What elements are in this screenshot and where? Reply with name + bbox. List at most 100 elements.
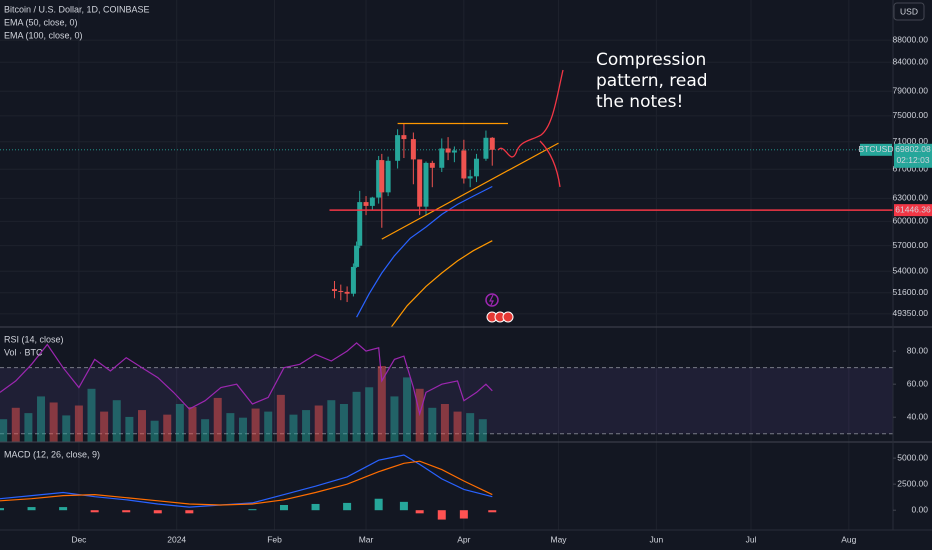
macd-histogram bbox=[153, 510, 162, 514]
y-tick-label: 71000.00 bbox=[893, 136, 929, 146]
x-tick-label: Apr bbox=[457, 534, 470, 544]
ema-legend: EMA (100, close, 0) bbox=[4, 30, 83, 40]
volume-bar bbox=[377, 366, 386, 442]
candle-body bbox=[395, 135, 401, 161]
macd-histogram bbox=[185, 510, 194, 514]
candle-body bbox=[385, 160, 391, 193]
volume-bar bbox=[213, 397, 222, 442]
volume-bar bbox=[251, 408, 260, 442]
currency: USD bbox=[900, 6, 918, 16]
volume-bar bbox=[276, 394, 285, 442]
candle-body bbox=[338, 290, 344, 292]
candle-body bbox=[401, 135, 407, 140]
y-tick-label: 60.00 bbox=[907, 378, 929, 388]
macd-histogram bbox=[437, 510, 446, 520]
y-tick-label: 75000.00 bbox=[893, 110, 929, 120]
macd-histogram bbox=[248, 509, 257, 511]
volume-bar bbox=[289, 414, 298, 442]
freehand-sketch bbox=[539, 140, 561, 188]
volume-bar bbox=[112, 400, 121, 442]
candle-body bbox=[451, 150, 457, 153]
event-icon[interactable] bbox=[485, 293, 499, 307]
volume-bar bbox=[137, 410, 146, 442]
macd-histogram bbox=[488, 510, 497, 513]
volume-bar bbox=[11, 407, 20, 442]
volume-bar bbox=[327, 400, 336, 442]
volume-bar bbox=[62, 415, 71, 442]
rsi-legend: RSI (14, close) bbox=[4, 334, 64, 344]
y-tick-label: 57000.00 bbox=[893, 240, 929, 250]
volume-bar bbox=[238, 417, 247, 442]
x-tick-label: Jul bbox=[746, 534, 757, 544]
candle-body bbox=[363, 202, 369, 206]
volume-bar bbox=[74, 405, 83, 442]
volume-bar bbox=[0, 419, 8, 442]
macd-histogram bbox=[343, 502, 352, 511]
y-tick-label: 54000.00 bbox=[893, 266, 929, 276]
macd-histogram bbox=[459, 510, 468, 519]
x-tick-label: May bbox=[550, 534, 567, 544]
candle-body bbox=[357, 202, 363, 246]
volume-bar bbox=[125, 416, 134, 442]
y-tick-label: 2500.00 bbox=[897, 478, 928, 488]
currency-button[interactable] bbox=[893, 2, 925, 21]
volume-bar bbox=[49, 402, 58, 442]
x-tick-label: Aug bbox=[841, 534, 856, 544]
candle-body bbox=[344, 291, 350, 294]
symbol-legend: Bitcoin / U.S. Dollar, 1D, COINBASE bbox=[4, 4, 150, 14]
volume-bar bbox=[87, 388, 96, 442]
candle-body bbox=[369, 197, 375, 206]
trend-line bbox=[381, 142, 559, 240]
macd-histogram bbox=[0, 508, 4, 511]
volume-bar bbox=[100, 411, 109, 442]
x-tick-label: Jun bbox=[649, 534, 663, 544]
volume-bar bbox=[440, 404, 449, 442]
candle-body bbox=[489, 137, 495, 150]
y-tick-label: 60000.00 bbox=[893, 216, 929, 226]
ema-line bbox=[356, 185, 493, 318]
x-tick-label: 2024 bbox=[167, 534, 186, 544]
candle-body bbox=[461, 150, 467, 179]
marks bbox=[0, 122, 893, 520]
macd-histogram bbox=[311, 503, 320, 511]
candle-body bbox=[445, 148, 451, 153]
volume-bar bbox=[188, 407, 197, 442]
x-tick-label: Mar bbox=[359, 534, 374, 544]
y-tick-label: 67000.00 bbox=[893, 163, 929, 173]
candle-body bbox=[379, 160, 385, 193]
candle-body bbox=[376, 160, 382, 198]
candle-body bbox=[473, 158, 479, 177]
y-tick-label: 40.00 bbox=[907, 411, 929, 421]
candle-body bbox=[350, 266, 356, 294]
x-tick-label: Feb bbox=[267, 534, 282, 544]
macd-line bbox=[0, 460, 493, 506]
macd-histogram bbox=[90, 510, 99, 513]
countdown: 02:12:03 bbox=[896, 155, 929, 165]
y-tick-label: 51600.00 bbox=[893, 287, 929, 297]
volume-bar bbox=[339, 404, 348, 442]
event-icon bbox=[489, 294, 494, 306]
y-tick-label: 63000.00 bbox=[893, 193, 929, 203]
level-tag bbox=[894, 204, 932, 217]
volume-bar bbox=[466, 413, 475, 442]
annotation: pattern, read bbox=[596, 71, 708, 91]
macd-histogram bbox=[122, 510, 131, 513]
volume-bar bbox=[24, 413, 33, 442]
macd-histogram bbox=[399, 501, 408, 511]
volume-legend: Vol · BTC bbox=[4, 347, 43, 357]
volume-bar bbox=[428, 407, 437, 442]
volume-bar bbox=[365, 387, 374, 442]
macd-histogram bbox=[27, 507, 36, 511]
volume-bar bbox=[264, 411, 273, 442]
flag-icon[interactable] bbox=[502, 311, 514, 323]
volume-bar bbox=[37, 396, 46, 442]
candle-body bbox=[410, 139, 416, 160]
volume-bar bbox=[175, 404, 184, 442]
macd-histogram bbox=[59, 507, 68, 511]
volume-bar bbox=[352, 391, 361, 442]
y-tick-label: 88000.00 bbox=[893, 34, 929, 44]
macd-legend: MACD (12, 26, close, 9) bbox=[4, 449, 100, 459]
volume-bar bbox=[478, 419, 487, 442]
